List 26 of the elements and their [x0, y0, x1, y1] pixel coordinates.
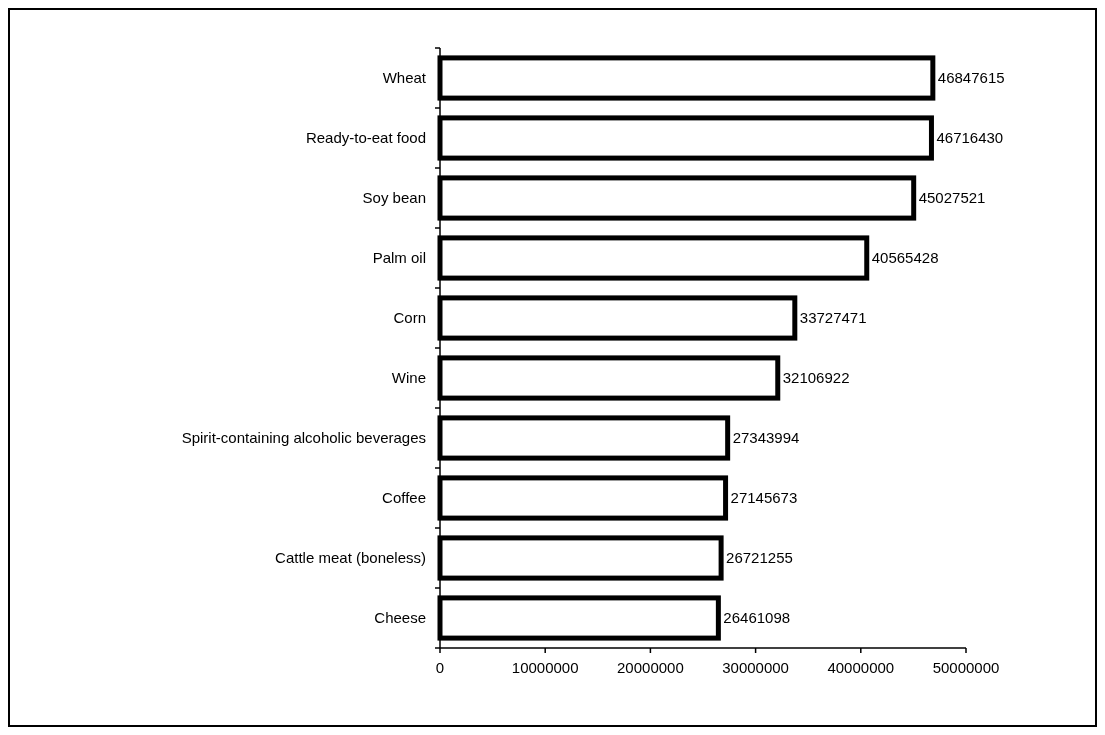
y-tick-label: Spirit-containing alcoholic beverages: [181, 429, 426, 447]
y-tick-label: Palm oil: [372, 249, 426, 267]
x-tick-label: 20000000: [617, 659, 684, 676]
data-label: 46716430: [936, 129, 1004, 147]
data-label: 45027521: [918, 189, 986, 207]
y-tick-label: Ready-to-eat food: [305, 129, 426, 147]
y-tick-label: Soy bean: [362, 189, 426, 207]
x-tick-label: 40000000: [827, 659, 895, 676]
data-label: 46847615: [937, 69, 1005, 87]
data-label: 40565428: [871, 249, 939, 267]
y-tick-label: Wine: [391, 369, 426, 387]
data-label: 26461098: [723, 609, 791, 627]
x-tick-label: 10000000: [511, 659, 579, 676]
data-label: 33727471: [799, 309, 867, 327]
data-label: 32106922: [782, 369, 850, 387]
x-tick-label: 30000000: [722, 659, 789, 676]
y-tick-label: Cheese: [374, 609, 426, 627]
x-tick-label: 0: [435, 659, 445, 676]
y-tick-label: Cattle meat (boneless): [275, 549, 426, 567]
x-tick-label: 50000000: [932, 659, 1000, 676]
data-label: 27343994: [732, 429, 800, 447]
y-tick-label: Coffee: [382, 489, 426, 507]
data-label: 27145673: [730, 489, 798, 507]
y-tick-label: Corn: [393, 309, 426, 327]
data-label: 26721255: [726, 549, 793, 567]
y-tick-label: Wheat: [382, 69, 427, 87]
